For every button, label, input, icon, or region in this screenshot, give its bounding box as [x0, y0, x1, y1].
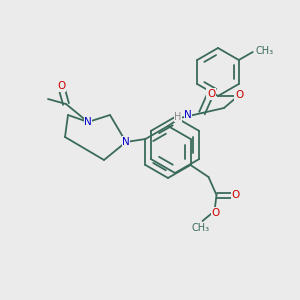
Text: N: N [84, 117, 92, 127]
Text: N: N [122, 137, 130, 147]
Text: H: H [174, 112, 182, 122]
Text: O: O [231, 190, 240, 200]
Text: O: O [207, 89, 215, 99]
Text: CH₃: CH₃ [191, 223, 210, 233]
Text: O: O [235, 90, 243, 100]
Text: CH₃: CH₃ [256, 46, 274, 56]
Text: O: O [57, 81, 65, 91]
Text: O: O [212, 208, 220, 218]
Text: N: N [184, 110, 192, 120]
